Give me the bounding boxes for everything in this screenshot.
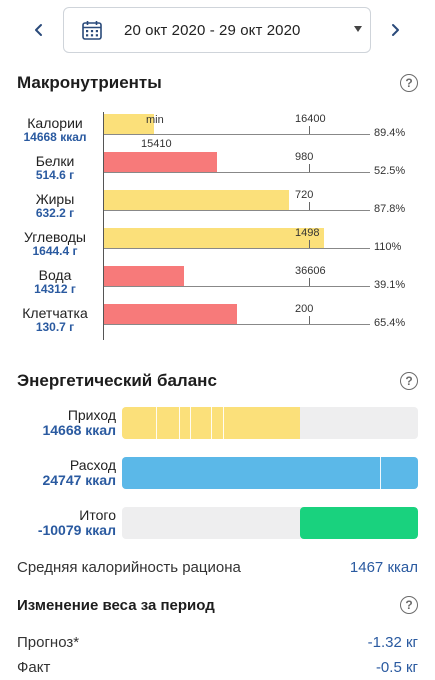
energy-bar — [122, 457, 418, 489]
macro-percent: 65.4% — [374, 317, 406, 329]
prev-period-button[interactable] — [27, 18, 51, 42]
energy-segment-divider — [156, 407, 157, 439]
macro-label: Вода 14312 г — [10, 268, 100, 296]
macro-norm-label: 720 — [295, 189, 314, 201]
macros-help-icon[interactable]: ? — [400, 74, 418, 92]
macro-name: Клетчатка — [22, 305, 88, 321]
macro-label: Калории 14668 ккал — [10, 116, 100, 144]
macro-norm-label: 980 — [295, 151, 314, 163]
macro-label: Клетчатка 130.7 г — [10, 306, 100, 334]
fact-label: Факт — [17, 659, 51, 676]
energy-track — [122, 457, 418, 489]
macro-norm-label: 1498 — [295, 227, 320, 239]
macro-name: Калории — [27, 115, 83, 131]
macro-name: Белки — [35, 153, 75, 169]
next-period-button[interactable] — [383, 18, 407, 42]
fact-value: -0.5 кг — [375, 659, 418, 676]
macro-norm-tick — [309, 164, 310, 172]
macro-bar — [104, 114, 154, 134]
macros-axis — [103, 112, 104, 340]
energy-segment-divider — [211, 407, 212, 439]
calendar-icon — [82, 21, 102, 40]
dropdown-caret-icon — [354, 26, 362, 32]
date-range-selector[interactable]: 20 окт 2020 - 29 окт 2020 — [63, 7, 371, 53]
energy-bar — [300, 507, 418, 539]
macro-value: 514.6 г — [35, 168, 75, 182]
macro-norm-tick — [309, 202, 310, 210]
macro-value: 14312 г — [34, 282, 76, 296]
energy-value: -10079 ккал — [37, 522, 116, 538]
macros-title: Макронутриенты — [17, 73, 162, 92]
macro-name: Жиры — [35, 191, 75, 207]
macro-name: Углеводы — [23, 229, 86, 245]
forecast-label: Прогноз* — [17, 634, 80, 651]
macro-min-value: 15410 — [141, 138, 172, 150]
macro-norm-label: 200 — [295, 303, 314, 315]
energy-name: Расход — [69, 457, 116, 473]
macro-label: Жиры 632.2 г — [10, 192, 100, 220]
avg-calories-value: 1467 ккал — [349, 559, 418, 576]
energy-segment-divider — [179, 407, 180, 439]
macro-value: 130.7 г — [35, 320, 75, 334]
macro-norm-tick — [309, 278, 310, 286]
macro-min-label: min — [146, 114, 164, 126]
chevron-left-icon — [35, 24, 42, 36]
macro-norm-label: 16400 — [295, 113, 326, 125]
energy-label: Расход 24747 ккал — [6, 458, 116, 488]
macro-percent: 39.1% — [374, 279, 406, 291]
macro-value: 14668 ккал — [23, 130, 87, 144]
macro-baseline — [104, 210, 370, 211]
macro-value: 1644.4 г — [32, 244, 78, 258]
forecast-value: -1.32 кг — [367, 634, 418, 651]
energy-name: Приход — [67, 407, 116, 423]
energy-label: Приход 14668 ккал — [6, 408, 116, 438]
macro-percent: 87.8% — [374, 203, 406, 215]
macro-bar — [104, 266, 184, 286]
energy-segment-divider — [380, 457, 381, 489]
energy-value: 14668 ккал — [42, 422, 116, 438]
macros-chart: Калории 14668 ккал 16400 min 15410 89.4% Белки… — [0, 112, 435, 342]
macro-percent: 89.4% — [374, 127, 406, 139]
macro-norm-tick — [309, 316, 310, 324]
weight-title: Изменение веса за период — [17, 597, 215, 614]
energy-help-icon[interactable]: ? — [400, 372, 418, 390]
energy-value: 24747 ккал — [42, 472, 116, 488]
macro-baseline — [104, 172, 370, 173]
weight-help-icon[interactable]: ? — [400, 596, 418, 614]
energy-label: Итого -10079 ккал — [6, 508, 116, 538]
chevron-right-icon — [392, 24, 399, 36]
macro-bar — [104, 304, 237, 324]
date-range-text: 20 окт 2020 - 29 окт 2020 — [124, 22, 301, 39]
macro-bar — [104, 190, 289, 210]
macro-baseline — [104, 324, 370, 325]
macro-label: Белки 514.6 г — [10, 154, 100, 182]
macro-norm-tick — [309, 126, 310, 134]
macro-baseline — [104, 286, 370, 287]
macro-norm-label: 36606 — [295, 265, 326, 277]
macro-bar — [104, 228, 324, 248]
macro-baseline — [104, 248, 370, 249]
energy-title: Энергетический баланс — [17, 371, 217, 390]
macro-percent: 110% — [374, 241, 402, 253]
energy-segment-divider — [190, 407, 191, 439]
macro-name: Вода — [38, 267, 72, 283]
macro-value: 632.2 г — [35, 206, 75, 220]
energy-name: Итого — [79, 507, 116, 523]
macro-baseline — [104, 134, 370, 135]
macro-percent: 52.5% — [374, 165, 406, 177]
macro-label: Углеводы 1644.4 г — [10, 230, 100, 258]
energy-segment-divider — [223, 407, 224, 439]
macro-norm-tick — [309, 240, 310, 248]
macro-bar — [104, 152, 217, 172]
avg-calories-label: Средняя калорийность рациона — [17, 559, 241, 576]
energy-track — [122, 507, 418, 539]
energy-track — [122, 407, 418, 439]
